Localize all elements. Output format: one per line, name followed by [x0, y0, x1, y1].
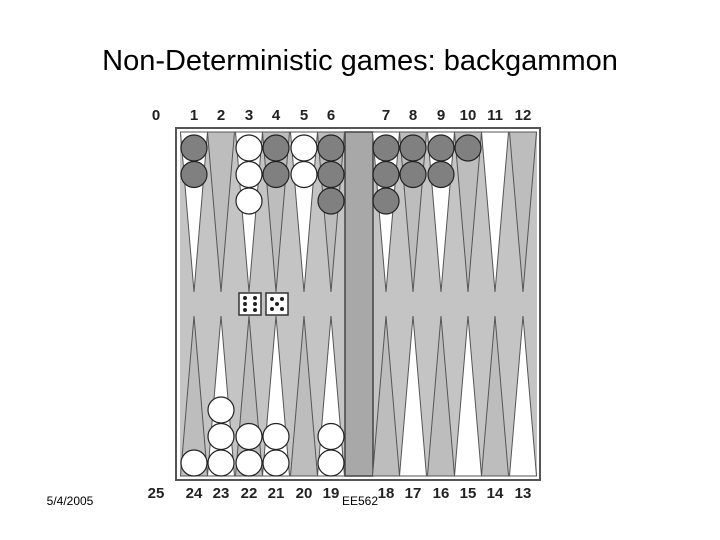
point-label-bottom: 14 — [487, 485, 504, 502]
point-label-top: 3 — [245, 107, 253, 124]
die-pip — [280, 307, 284, 311]
checker — [262, 422, 290, 451]
point-label-bottom: 24 — [186, 485, 203, 502]
left-half — [180, 132, 345, 476]
right-half — [373, 132, 537, 476]
point-top — [206, 131, 236, 293]
slide-title: Non-Deterministic games: backgammon — [102, 45, 618, 77]
checker — [399, 134, 427, 162]
point-label-top: 8 — [409, 107, 417, 124]
point-top — [453, 131, 483, 293]
point-bottom — [398, 315, 428, 477]
point-bottom — [426, 315, 456, 477]
point-label-bottom: 13 — [515, 485, 532, 502]
point-label-bottom: 20 — [296, 485, 313, 502]
die-pip — [243, 308, 247, 312]
point-label-bottom: 19 — [323, 485, 340, 502]
checker — [180, 134, 208, 162]
point-label-top: 0 — [152, 107, 160, 124]
checker — [207, 449, 235, 477]
checker — [235, 422, 263, 451]
die-pip — [275, 302, 279, 306]
point-top — [508, 131, 538, 293]
die-pip — [270, 307, 274, 311]
checker — [207, 422, 235, 451]
point-top — [480, 131, 510, 293]
checker — [235, 134, 263, 162]
checker — [262, 134, 290, 162]
point-label-top: 4 — [272, 107, 281, 124]
checker — [290, 134, 318, 162]
point-bottom — [371, 315, 401, 477]
backgammon-board — [175, 127, 541, 481]
point-label-top: 5 — [300, 107, 308, 124]
die-pip — [243, 302, 247, 306]
point-label-bottom: 16 — [433, 485, 450, 502]
point-label-top: 11 — [487, 107, 503, 124]
checker — [290, 160, 318, 189]
die-pip — [243, 296, 247, 300]
checker — [454, 134, 482, 162]
die-pip — [280, 297, 284, 301]
die-pip — [253, 308, 257, 312]
point-label-bottom: 15 — [460, 485, 477, 502]
point-label-top: 9 — [437, 107, 445, 124]
checker — [372, 134, 400, 162]
bar — [344, 131, 374, 477]
checker — [317, 187, 345, 215]
point-label-bottom: 23 — [213, 485, 230, 502]
checker — [180, 160, 208, 189]
checker — [235, 187, 263, 215]
die-pip — [253, 302, 257, 306]
checker — [262, 160, 290, 189]
point-bottom — [289, 315, 319, 477]
point-label-bottom: 17 — [405, 485, 422, 502]
footer-date: 5/4/2005 — [47, 494, 94, 508]
checker — [235, 449, 263, 477]
point-label-top: 10 — [460, 107, 477, 124]
point-label-top: 12 — [515, 107, 532, 124]
checker — [317, 449, 345, 477]
point-label-bottom: 22 — [241, 485, 258, 502]
point-label-top: 1 — [190, 107, 198, 124]
checker — [317, 422, 345, 451]
checker — [207, 396, 235, 424]
checker — [317, 134, 345, 162]
footer-course: EE562 — [342, 494, 378, 508]
checker — [235, 160, 263, 189]
point-bottom — [508, 315, 538, 477]
point-label-top: 6 — [327, 107, 335, 124]
checker — [262, 449, 290, 477]
checker — [180, 449, 208, 477]
die-pip — [253, 296, 257, 300]
checker — [399, 160, 427, 189]
checker — [427, 160, 455, 189]
point-label-bottom: 18 — [378, 485, 395, 502]
point-bottom — [453, 315, 483, 477]
point-label-top: 7 — [382, 107, 390, 124]
checker — [317, 160, 345, 189]
point-label-bottom: 25 — [148, 485, 165, 502]
point-label-top: 2 — [217, 107, 225, 124]
point-label-bottom: 21 — [268, 485, 285, 502]
checker — [372, 187, 400, 215]
point-bottom — [480, 315, 510, 477]
die-pip — [270, 297, 274, 301]
die — [238, 292, 262, 316]
checker — [427, 134, 455, 162]
checker — [372, 160, 400, 189]
